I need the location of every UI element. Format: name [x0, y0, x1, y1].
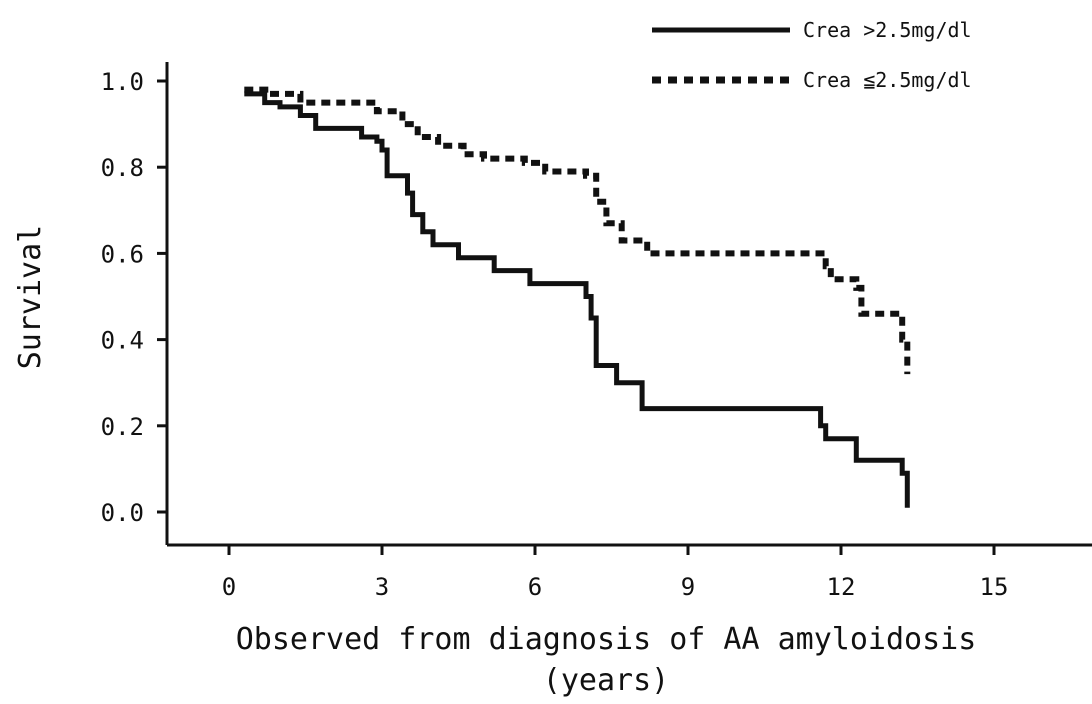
- y-tick-label: 1.0: [101, 68, 144, 96]
- series-line-crea-high: [244, 91, 910, 508]
- legend-label-crea-high: Crea >2.5mg/dl: [803, 18, 972, 42]
- y-tick-label: 0.4: [101, 327, 144, 355]
- legend: Crea >2.5mg/dl Crea ≦2.5mg/dl: [652, 18, 972, 92]
- x-tick-label: 15: [980, 573, 1009, 601]
- x-tick-label: 9: [681, 573, 695, 601]
- series-group: [244, 86, 911, 508]
- legend-label-crea-low: Crea ≦2.5mg/dl: [803, 68, 972, 92]
- x-axis-unit: (years): [543, 663, 669, 698]
- axes: [157, 62, 1092, 555]
- y-tick-label: 0.0: [101, 499, 144, 527]
- y-axis-title: Survival: [13, 225, 48, 370]
- y-tick-label: 0.6: [101, 240, 144, 268]
- x-tick-label: 12: [827, 573, 856, 601]
- x-tick-label: 3: [375, 573, 389, 601]
- y-tick-label: 0.8: [101, 154, 144, 182]
- x-axis-title: Observed from diagnosis of AA amyloidosi…: [236, 622, 977, 657]
- series-line-crea-low: [244, 86, 911, 375]
- y-tick-label: 0.2: [101, 413, 144, 441]
- x-tick-label: 0: [222, 573, 236, 601]
- tick-labels: 0.0 0.2 0.4 0.6 0.8 1.0 0 3 6 9 12 15: [101, 68, 1009, 601]
- x-tick-label: 6: [528, 573, 542, 601]
